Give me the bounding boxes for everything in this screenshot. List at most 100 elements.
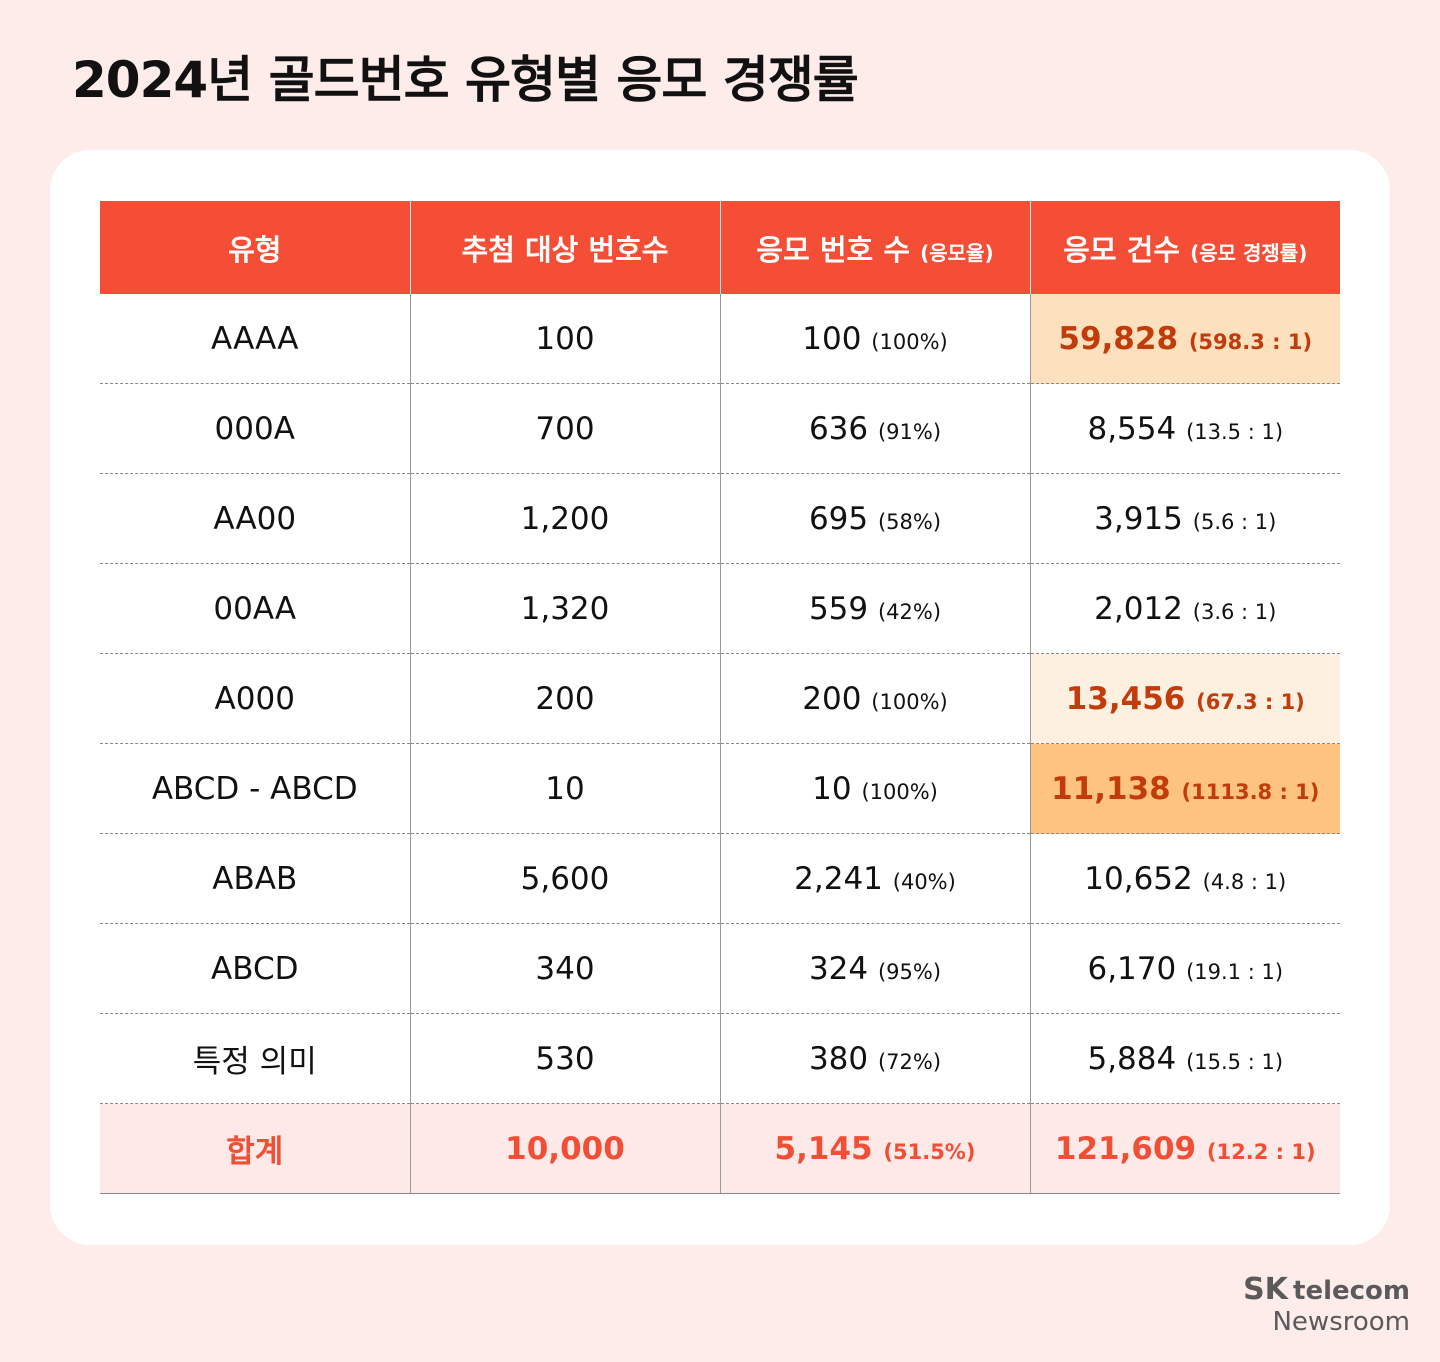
count-value: 6,170	[1087, 950, 1177, 987]
applied-cell: 324 (95%)	[719, 923, 1030, 1014]
count-cell: 10,652 (4.8 : 1)	[1029, 833, 1340, 924]
sk-telecom-newsroom-logo: SK telecom Newsroom	[1243, 1272, 1410, 1337]
competition-ratio: (67.3 : 1)	[1196, 689, 1305, 714]
applied-value: 5,145	[774, 1130, 873, 1167]
targets-cell: 100	[409, 294, 720, 384]
competition-ratio: (19.1 : 1)	[1186, 959, 1284, 984]
apply-rate: (42%)	[877, 599, 942, 624]
count-value: 121,609	[1054, 1130, 1197, 1167]
competition-ratio: (1113.8 : 1)	[1181, 779, 1320, 804]
count-value: 10,652	[1084, 860, 1193, 897]
applied-value: 324	[808, 950, 869, 987]
apply-rate: (40%)	[892, 869, 956, 894]
type-cell: 특정 의미	[100, 1013, 410, 1104]
type-cell: ABAB	[100, 833, 410, 924]
applied-value: 200	[802, 680, 862, 717]
apply-rate: (51.5%)	[883, 1139, 976, 1164]
targets-cell: 700	[409, 383, 720, 474]
count-value: 3,915	[1094, 500, 1183, 537]
column-header: 추첨 대상 번호수	[409, 201, 720, 294]
count-value: 11,138	[1051, 770, 1171, 807]
column-header-label: 유형	[228, 232, 282, 267]
count-cell: 121,609 (12.2 : 1)	[1029, 1103, 1340, 1194]
competition-ratio: (5.6 : 1)	[1192, 509, 1277, 534]
competition-ratio: (12.2 : 1)	[1206, 1139, 1316, 1164]
targets-cell: 530	[409, 1013, 720, 1104]
type-cell: 000A	[100, 383, 410, 474]
applied-value: 636	[808, 410, 869, 447]
table-row: AAAA 100 100 (100%) 59,828 (598.3 : 1)	[100, 294, 1340, 384]
targets-cell: 1,200	[409, 473, 720, 564]
applied-cell: 559 (42%)	[719, 563, 1030, 654]
applied-value: 10	[812, 770, 852, 807]
logo-sk: SK	[1243, 1272, 1288, 1307]
competition-table: 유형 추첨 대상 번호수 응모 번호 수 (응모율) 응모 건수 (응모 경쟁률) A…	[100, 201, 1340, 1194]
table-row: ABAB 5,600 2,241 (40%) 10,652 (4.8 : 1)	[100, 833, 1340, 924]
applied-cell: 100 (100%)	[719, 294, 1030, 384]
apply-rate: (95%)	[877, 959, 942, 984]
count-value: 59,828	[1058, 320, 1179, 357]
count-value: 13,456	[1065, 680, 1186, 717]
applied-cell: 200 (100%)	[719, 653, 1030, 744]
table-row: 000A 700 636 (91%) 8,554 (13.5 : 1)	[100, 383, 1340, 474]
targets-cell: 1,320	[409, 563, 720, 654]
column-header-label: 추첨 대상 번호수	[461, 232, 669, 267]
competition-ratio: (598.3 : 1)	[1188, 329, 1313, 354]
count-value: 5,884	[1087, 1040, 1177, 1077]
count-cell: 3,915 (5.6 : 1)	[1029, 473, 1340, 564]
count-cell: 8,554 (13.5 : 1)	[1029, 383, 1340, 474]
applied-cell: 695 (58%)	[719, 473, 1030, 564]
count-cell: 11,138 (1113.8 : 1)	[1029, 743, 1340, 834]
table-row: A000 200 200 (100%) 13,456 (67.3 : 1)	[100, 653, 1340, 744]
type-cell: ABCD	[100, 923, 410, 1014]
competition-ratio: (13.5 : 1)	[1186, 419, 1284, 444]
targets-cell: 200	[409, 653, 720, 744]
type-cell: AAAA	[211, 320, 299, 357]
targets-cell: 340	[409, 923, 720, 1014]
applied-cell: 2,241 (40%)	[719, 833, 1030, 924]
type-cell: A000	[100, 653, 410, 744]
apply-rate: (100%)	[861, 779, 938, 804]
applied-cell: 636 (91%)	[719, 383, 1030, 474]
count-cell: 13,456 (67.3 : 1)	[1029, 653, 1340, 744]
targets-cell: 10,000	[409, 1103, 720, 1194]
count-cell: 2,012 (3.6 : 1)	[1029, 563, 1340, 654]
targets-cell: 10	[409, 743, 720, 834]
applied-value: 100	[802, 320, 862, 357]
column-header-sub: (응모 경쟁률)	[1190, 240, 1308, 265]
count-cell: 6,170 (19.1 : 1)	[1029, 923, 1340, 1014]
column-header-sub: (응모율)	[920, 240, 994, 265]
applied-cell: 5,145 (51.5%)	[719, 1103, 1030, 1194]
applied-value: 2,241	[794, 860, 883, 897]
logo-newsroom: Newsroom	[1272, 1307, 1410, 1337]
table-card: 유형 추첨 대상 번호수 응모 번호 수 (응모율) 응모 건수 (응모 경쟁률) A…	[50, 150, 1390, 1245]
apply-rate: (91%)	[877, 419, 942, 444]
applied-value: 559	[808, 590, 869, 627]
type-cell: 합계	[100, 1103, 410, 1194]
type-cell: AA00	[100, 473, 410, 564]
competition-ratio: (15.5 : 1)	[1186, 1049, 1284, 1074]
table-row: 특정 의미 530 380 (72%) 5,884 (15.5 : 1)	[100, 1013, 1340, 1104]
table-row: ABCD - ABCD 10 10 (100%) 11,138 (1113.8 : 1…	[100, 743, 1340, 834]
page-title: 2024년 골드번호 유형별 응모 경쟁률	[72, 51, 859, 109]
total-row: 합계 10,000 5,145 (51.5%) 121,609 (12.2 : 1)	[100, 1103, 1340, 1194]
column-header-label: 응모 건수	[1063, 232, 1180, 267]
table-row: ABCD 340 324 (95%) 6,170 (19.1 : 1)	[100, 923, 1340, 1014]
applied-cell: 10 (100%)	[719, 743, 1030, 834]
applied-value: 695	[808, 500, 869, 537]
competition-ratio: (3.6 : 1)	[1192, 599, 1277, 624]
applied-cell: 380 (72%)	[719, 1013, 1030, 1104]
apply-rate: (58%)	[877, 509, 942, 534]
targets-cell: 5,600	[409, 833, 720, 924]
count-cell: 59,828 (598.3 : 1)	[1029, 294, 1340, 384]
logo-telecom: telecom	[1293, 1276, 1410, 1306]
apply-rate: (100%)	[871, 689, 948, 714]
table-row: AA00 1,200 695 (58%) 3,915 (5.6 : 1)	[100, 473, 1340, 564]
table-row: 00AA 1,320 559 (42%) 2,012 (3.6 : 1)	[100, 563, 1340, 654]
column-header-label: 응모 번호 수	[756, 232, 910, 267]
count-cell: 5,884 (15.5 : 1)	[1029, 1013, 1340, 1104]
apply-rate: (100%)	[871, 329, 948, 354]
type-cell: ABCD - ABCD	[100, 743, 410, 834]
count-value: 8,554	[1087, 410, 1177, 447]
competition-ratio: (4.8 : 1)	[1202, 869, 1287, 894]
